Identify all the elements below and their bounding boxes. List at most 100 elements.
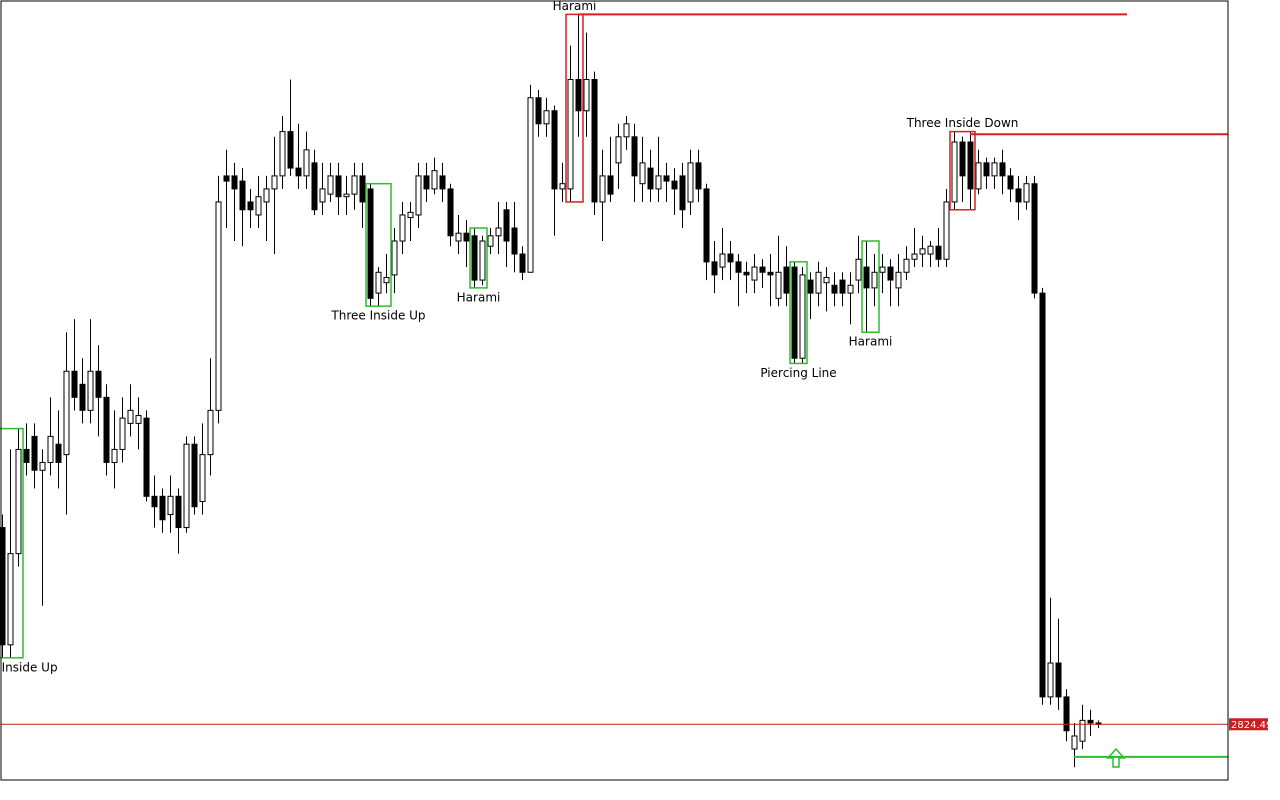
candle-body (695, 162, 702, 190)
candle-body (735, 261, 742, 273)
candle-body (583, 79, 590, 112)
candle-body (319, 188, 326, 203)
candle-body (679, 175, 686, 211)
candle-body (55, 443, 62, 463)
candle-body (71, 370, 78, 398)
candle-body (423, 175, 430, 190)
candle-body (127, 409, 134, 424)
candle-body (271, 175, 278, 190)
candle-body (367, 188, 374, 299)
pattern-box (365, 182, 392, 307)
candle-body (527, 97, 534, 273)
candle-body (1079, 719, 1086, 742)
candle-body (1031, 183, 1038, 294)
candle-body (943, 201, 950, 260)
candle-body (215, 201, 222, 411)
candle-body (663, 175, 670, 182)
candle-body (247, 201, 254, 211)
candle-body (303, 149, 310, 177)
pattern-box (861, 240, 880, 333)
candle-body (399, 214, 406, 242)
pattern-label: Three Inside Down (906, 116, 1019, 130)
candle-body (759, 266, 766, 273)
candle-body (719, 253, 726, 268)
candle-body (535, 97, 542, 125)
pattern-label: Harami (457, 290, 501, 304)
candle-body (847, 284, 854, 294)
candle-body (495, 227, 502, 237)
candle-body (487, 235, 494, 247)
candle-body (615, 136, 622, 164)
candle-body (1015, 188, 1022, 203)
candle-body (327, 175, 334, 195)
candle-body (23, 448, 30, 463)
candle-body (255, 196, 262, 216)
candle-body (991, 162, 998, 177)
candle-body (167, 495, 174, 516)
candle-body (15, 448, 22, 555)
pattern-label: Piercing Line (760, 366, 836, 380)
candle-body (1039, 292, 1046, 698)
candle-body (1055, 662, 1062, 698)
pattern-label: Three Inside Up (0, 660, 58, 674)
candle-body (727, 253, 734, 263)
axes: 2824.49 (1229, 718, 1272, 731)
candle-body (359, 175, 366, 203)
candle-body (279, 131, 286, 177)
candle-body (1071, 735, 1078, 750)
pattern-label: Harami (553, 0, 597, 13)
candle-body (287, 131, 294, 169)
candle-body (47, 435, 54, 463)
candle-body (839, 279, 846, 294)
candle-body (191, 443, 198, 508)
candle-body (543, 110, 550, 125)
candle-body (551, 110, 558, 190)
candle-body (879, 266, 886, 273)
plot: Three Inside Up Three Inside Up Harami Hara… (0, 0, 1228, 768)
candle-body (87, 370, 94, 411)
candle-body (7, 553, 14, 646)
candle-body (575, 79, 582, 112)
candle-body (407, 211, 414, 219)
candle-body (919, 248, 926, 255)
candle-body (415, 175, 422, 216)
candle-body (463, 232, 470, 242)
candle-body (511, 227, 518, 255)
candle-body (183, 443, 190, 529)
candle-body (31, 435, 38, 471)
pattern-label: Harami (849, 335, 893, 349)
candle-body (447, 188, 454, 237)
candle-body (671, 180, 678, 190)
candle-body (439, 175, 446, 190)
candle-body (311, 162, 318, 211)
candle-body (1007, 175, 1014, 190)
candle-body (335, 175, 342, 198)
candle-body (343, 193, 350, 198)
candle-body (1047, 662, 1054, 698)
candle-body (479, 240, 486, 281)
candle-body (815, 271, 822, 294)
candle-body (239, 180, 246, 211)
candle-body (599, 175, 606, 203)
candle-body (471, 235, 478, 281)
candle-body (199, 454, 206, 503)
candle-body (1087, 719, 1094, 724)
candle-body (887, 266, 894, 281)
candle-body (975, 162, 982, 190)
candle-body (783, 266, 790, 294)
candle-body (951, 141, 958, 203)
candle-body (143, 417, 150, 497)
candle-body (703, 188, 710, 263)
candle-body (1063, 696, 1070, 732)
candle-body (799, 274, 806, 359)
pattern-box (469, 227, 488, 289)
candle-body (207, 409, 214, 456)
candle-body (103, 396, 110, 463)
candle-body (63, 370, 70, 456)
candle-body (567, 79, 574, 190)
candle-body (503, 209, 510, 242)
candle-body (383, 276, 390, 284)
candle-body (519, 253, 526, 273)
